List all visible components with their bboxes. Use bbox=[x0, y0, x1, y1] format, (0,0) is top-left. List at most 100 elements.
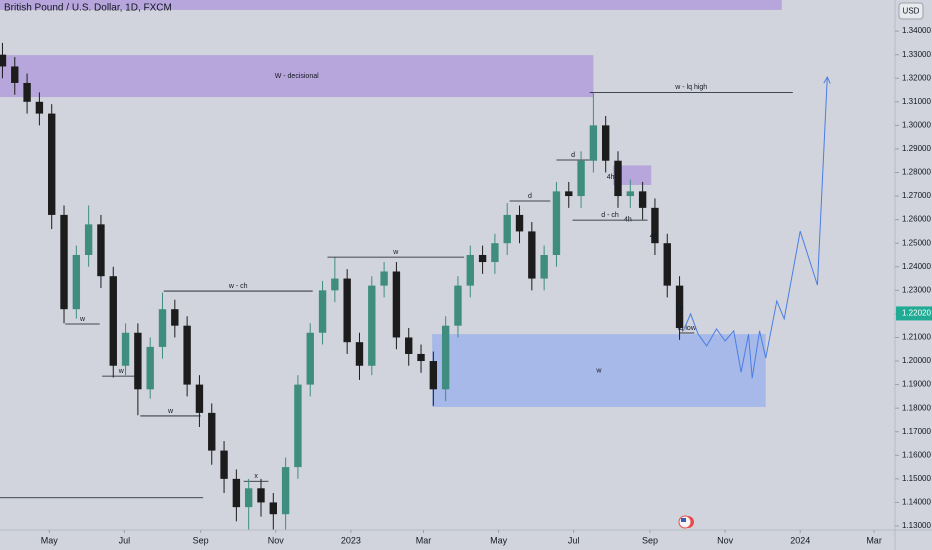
candle-body bbox=[306, 332, 314, 385]
zone bbox=[0, 55, 594, 98]
x-tick-label: Sep bbox=[642, 535, 658, 545]
candle-body bbox=[417, 353, 425, 362]
candle-body bbox=[23, 82, 31, 102]
candle-body bbox=[651, 207, 659, 244]
candle-body bbox=[663, 243, 671, 286]
note: 4h bbox=[624, 216, 632, 223]
last-price-label: 1.22020 bbox=[902, 309, 931, 318]
y-tick-label: 1.25000 bbox=[902, 238, 931, 247]
plot-area: W - decisional w w - lq high w - ch w w w w x d d d… bbox=[0, 0, 831, 530]
y-tick-label: 1.18000 bbox=[902, 403, 931, 412]
candle-body bbox=[244, 488, 253, 508]
x-tick-label: 2023 bbox=[341, 535, 361, 545]
level-label: w bbox=[167, 408, 174, 415]
level-label: d bbox=[571, 152, 575, 159]
candle-body bbox=[11, 66, 19, 83]
y-tick-label: 1.15000 bbox=[902, 474, 931, 483]
x-tick-label: Nov bbox=[268, 535, 285, 545]
candle-body bbox=[183, 325, 191, 385]
candle-body bbox=[121, 332, 130, 366]
candle-body bbox=[626, 191, 635, 197]
y-tick-label: 1.17000 bbox=[902, 427, 931, 436]
zone bbox=[613, 165, 652, 185]
x-tick-label: Mar bbox=[416, 535, 432, 545]
candle-body bbox=[589, 125, 598, 161]
candle-body bbox=[528, 231, 536, 279]
candle-body bbox=[158, 309, 167, 347]
note: 4h bbox=[607, 174, 615, 181]
y-tick-label: 1.19000 bbox=[902, 380, 931, 389]
candle-body bbox=[195, 384, 204, 413]
candle-body bbox=[331, 278, 339, 291]
candle-body bbox=[429, 361, 438, 390]
candle-body bbox=[35, 101, 44, 114]
candle-body bbox=[220, 450, 228, 479]
zone bbox=[432, 334, 766, 407]
candle-body bbox=[257, 488, 265, 503]
currency-box[interactable] bbox=[898, 2, 924, 20]
y-tick-label: 1.32000 bbox=[902, 73, 931, 82]
candle-body bbox=[208, 412, 216, 451]
level-label: w - lq high bbox=[674, 84, 707, 91]
candle-body bbox=[368, 285, 376, 366]
candle-body bbox=[146, 346, 154, 390]
candle-body bbox=[72, 254, 81, 310]
candle-body bbox=[281, 467, 290, 515]
x-tick-label: May bbox=[41, 535, 59, 545]
candle-body bbox=[405, 337, 413, 354]
zone bbox=[0, 0, 782, 10]
currency: USD bbox=[903, 7, 920, 16]
level-label: lq low bbox=[678, 325, 697, 332]
x-tick-label: Sep bbox=[193, 535, 209, 545]
candle-body bbox=[171, 309, 179, 326]
candle-body bbox=[269, 502, 277, 515]
candle-body bbox=[441, 325, 450, 390]
candle-body bbox=[48, 113, 56, 215]
y-tick-label: 1.13000 bbox=[902, 521, 931, 530]
zone-label: w bbox=[595, 367, 602, 374]
candle-body bbox=[380, 271, 388, 286]
candle-body bbox=[515, 214, 524, 232]
candle-body bbox=[565, 191, 573, 197]
level-label: d bbox=[528, 193, 532, 200]
x-tick-label: Mar bbox=[866, 535, 882, 545]
projection-arrowhead bbox=[823, 75, 831, 84]
candle-body bbox=[60, 214, 68, 310]
candle-body bbox=[392, 271, 401, 338]
candle-body bbox=[134, 332, 142, 390]
y-tick-label: 1.34000 bbox=[902, 26, 931, 35]
level-label: w - ch bbox=[228, 283, 248, 290]
y-tick-label: 1.14000 bbox=[902, 498, 931, 507]
candle-body bbox=[84, 224, 93, 255]
chart-title: British Pound / U.S. Dollar, 1D, FXCM bbox=[4, 3, 172, 14]
x-tick-label: Nov bbox=[717, 535, 734, 545]
x-tick-label: Jul bbox=[119, 535, 131, 545]
y-tick-label: 1.30000 bbox=[902, 120, 931, 129]
x-tick-label: May bbox=[490, 535, 508, 545]
x-tick-label: 2024 bbox=[790, 535, 810, 545]
y-tick-label: 1.16000 bbox=[902, 450, 931, 459]
y-tick-label: 1.33000 bbox=[902, 50, 931, 59]
candle-body bbox=[343, 278, 351, 343]
level-label: w bbox=[79, 316, 86, 323]
level-label: d - ch bbox=[601, 212, 619, 219]
y-tick-label: 1.27000 bbox=[902, 191, 931, 200]
candle-body bbox=[478, 254, 487, 263]
last-price-box bbox=[896, 306, 932, 321]
candle-body bbox=[540, 254, 548, 279]
y-tick-label: 1.23000 bbox=[902, 285, 931, 294]
y-tick-label: 1.24000 bbox=[902, 262, 931, 271]
y-tick-label: 1.28000 bbox=[902, 168, 931, 177]
note: 4h bbox=[650, 233, 658, 240]
candle-body bbox=[318, 290, 327, 333]
y-tick-label: 1.29000 bbox=[902, 144, 931, 153]
level-label: w bbox=[118, 368, 125, 375]
candle-body bbox=[466, 254, 474, 286]
x-tick-label: Jul bbox=[568, 535, 580, 545]
note: 1h bbox=[676, 306, 684, 313]
level-label: w bbox=[392, 249, 399, 256]
candle-body bbox=[454, 285, 462, 326]
y-tick-label: 1.20000 bbox=[902, 356, 931, 365]
candle-body bbox=[97, 224, 105, 277]
